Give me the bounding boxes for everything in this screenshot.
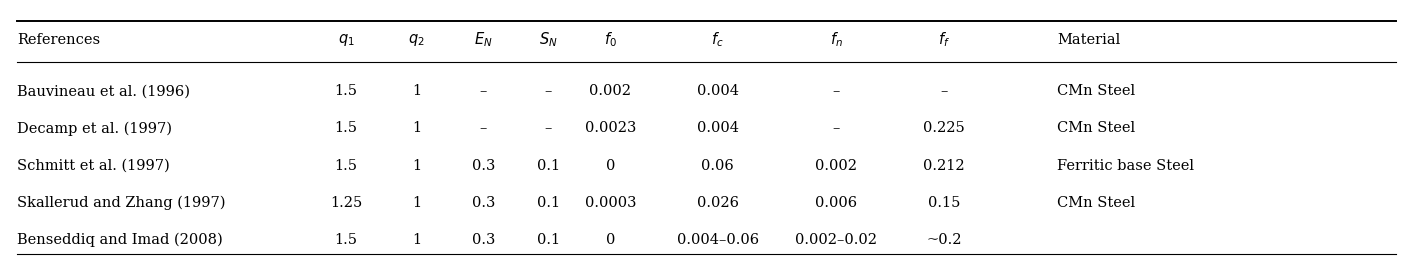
Text: 1.25: 1.25: [331, 196, 362, 210]
Text: 0.004–0.06: 0.004–0.06: [677, 233, 759, 247]
Text: 0.004: 0.004: [697, 84, 739, 98]
Text: $f_0$: $f_0$: [603, 31, 617, 49]
Text: 1.5: 1.5: [335, 159, 357, 173]
Text: Schmitt et al. (1997): Schmitt et al. (1997): [17, 159, 170, 173]
Text: –: –: [940, 84, 948, 98]
Text: –: –: [832, 84, 841, 98]
Text: 0.3: 0.3: [472, 233, 495, 247]
Text: 0.002: 0.002: [589, 84, 632, 98]
Text: CMn Steel: CMn Steel: [1057, 122, 1135, 135]
Text: 0.002: 0.002: [815, 159, 858, 173]
Text: 1: 1: [413, 122, 421, 135]
Text: 0.004: 0.004: [697, 122, 739, 135]
Text: –: –: [832, 122, 841, 135]
Text: 0.026: 0.026: [697, 196, 739, 210]
Text: $f_f$: $f_f$: [938, 31, 950, 49]
Text: 1: 1: [413, 159, 421, 173]
Text: 0.15: 0.15: [928, 196, 959, 210]
Text: 1.5: 1.5: [335, 233, 357, 247]
Text: –: –: [544, 84, 552, 98]
Text: 0.1: 0.1: [537, 233, 560, 247]
Text: 0: 0: [606, 159, 615, 173]
Text: $E_N$: $E_N$: [473, 31, 493, 49]
Text: –: –: [479, 122, 487, 135]
Text: 1.5: 1.5: [335, 122, 357, 135]
Text: Decamp et al. (1997): Decamp et al. (1997): [17, 121, 172, 136]
Text: References: References: [17, 33, 100, 47]
Text: Ferritic base Steel: Ferritic base Steel: [1057, 159, 1194, 173]
Text: 0.3: 0.3: [472, 159, 495, 173]
Text: 1: 1: [413, 84, 421, 98]
Text: 1: 1: [413, 233, 421, 247]
Text: Benseddiq and Imad (2008): Benseddiq and Imad (2008): [17, 233, 223, 247]
Text: CMn Steel: CMn Steel: [1057, 196, 1135, 210]
Text: 0.002–0.02: 0.002–0.02: [796, 233, 877, 247]
Text: 0.006: 0.006: [815, 196, 858, 210]
Text: 0.212: 0.212: [923, 159, 965, 173]
Text: 0.225: 0.225: [923, 122, 965, 135]
Text: CMn Steel: CMn Steel: [1057, 84, 1135, 98]
Text: –: –: [479, 84, 487, 98]
Text: 0.3: 0.3: [472, 196, 495, 210]
Text: 0.1: 0.1: [537, 159, 560, 173]
Text: ~0.2: ~0.2: [926, 233, 962, 247]
Text: $q_2$: $q_2$: [408, 32, 425, 48]
Text: $q_1$: $q_1$: [338, 32, 355, 48]
Text: Bauvineau et al. (1996): Bauvineau et al. (1996): [17, 84, 189, 98]
Text: 0: 0: [606, 233, 615, 247]
Text: 0.06: 0.06: [701, 159, 735, 173]
Text: 1.5: 1.5: [335, 84, 357, 98]
Text: 1: 1: [413, 196, 421, 210]
Text: $S_N$: $S_N$: [538, 31, 558, 49]
Text: –: –: [544, 122, 552, 135]
Text: Skallerud and Zhang (1997): Skallerud and Zhang (1997): [17, 196, 226, 210]
Text: 0.1: 0.1: [537, 196, 560, 210]
Text: $f_c$: $f_c$: [712, 31, 723, 49]
Text: 0.0023: 0.0023: [585, 122, 636, 135]
Text: $f_n$: $f_n$: [829, 31, 844, 49]
Text: 0.0003: 0.0003: [585, 196, 636, 210]
Text: Material: Material: [1057, 33, 1121, 47]
